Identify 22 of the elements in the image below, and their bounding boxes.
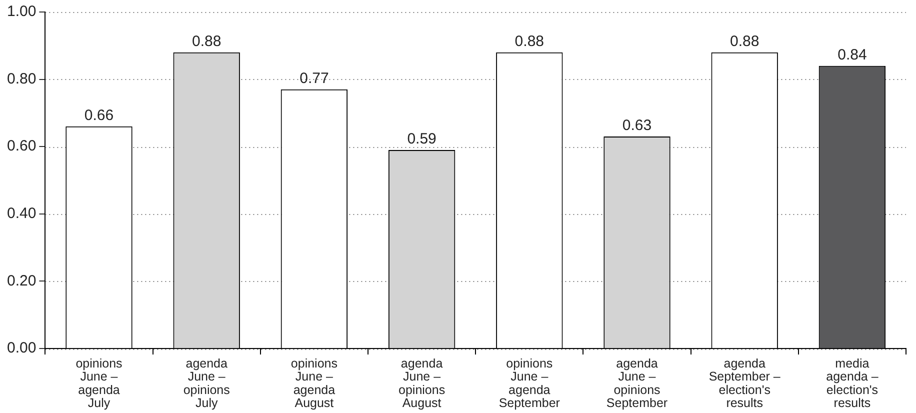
x-tick-label: opinions June – agenda August [290, 356, 338, 410]
data-label: 0.77 [300, 70, 329, 88]
y-tick-label: 1.00 [6, 3, 36, 20]
data-label: 0.88 [192, 33, 222, 50]
data-label: 0.84 [838, 46, 867, 64]
data-label: 0.88 [730, 33, 760, 50]
y-tick-label: 0.60 [6, 138, 36, 155]
x-tick-label: agenda June – opinions July [183, 356, 230, 410]
x-tick-label: media agenda – election's results [826, 356, 878, 410]
y-tick-label: 0.20 [6, 272, 36, 290]
y-tick-label: 0.40 [6, 205, 36, 222]
y-tick-label: 0.00 [6, 340, 36, 357]
x-tick-label: opinions June – agenda September [498, 356, 560, 410]
data-label: 0.66 [84, 107, 114, 124]
y-tick-label: 0.80 [6, 70, 36, 88]
data-label: 0.59 [407, 130, 436, 148]
x-tick-label: agenda September – election's results [708, 356, 780, 410]
x-tick-label: agenda June – opinions August [398, 356, 446, 410]
x-tick-label: agenda June – opinions September [606, 356, 668, 410]
data-label: 0.63 [622, 117, 652, 134]
x-tick-label: opinions June – agenda July [76, 356, 122, 410]
data-label: 0.88 [514, 33, 544, 50]
